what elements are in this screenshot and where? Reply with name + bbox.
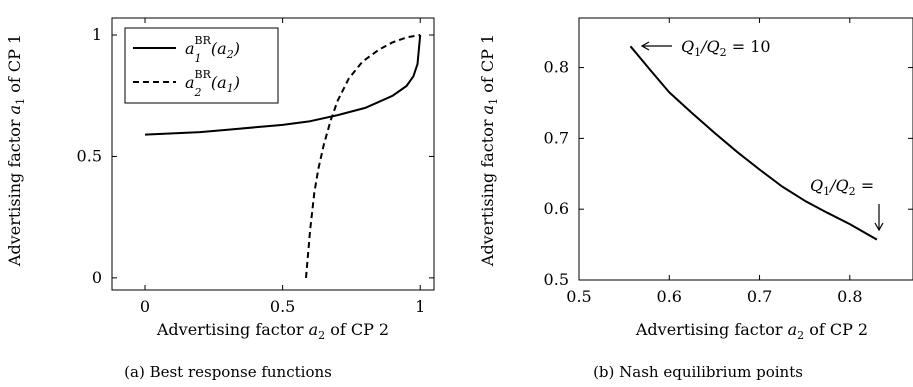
y-tick-label: 0: [92, 268, 102, 287]
y-tick-label: 0.5: [544, 270, 569, 289]
panel-nash-equilibrium: 0.5 0.6 0.7 0.8 0.5 0.6 0.7 0.8 Q1/Q2 = 10 Q1/Q…: [478, 17, 913, 381]
arrow-head: [640, 41, 650, 51]
x-tick-label: 0: [140, 297, 150, 316]
y-axis-label-b: Advertising factor a1 of CP 1: [478, 34, 500, 267]
x-tick-label: 0.5: [566, 287, 591, 306]
x-axis-label-a: Advertising factor a2 of CP 2: [156, 320, 389, 342]
caption-b: (b) Nash equilibrium points: [593, 363, 803, 381]
y-tick-label: 1: [92, 25, 102, 44]
y-tick-label: 0.7: [544, 128, 569, 147]
caption-a: (a) Best response functions: [124, 363, 332, 381]
series-line-dashed: [305, 34, 421, 278]
x-tick-label: 0.7: [747, 287, 772, 306]
arrow-head: [874, 222, 884, 232]
annotation-ratio-10: Q1/Q2 = 10: [681, 37, 771, 59]
legend-a: a1BR(a2) a2BR(a1): [124, 27, 279, 104]
x-tick-label: 0.8: [837, 287, 862, 306]
series-line: [144, 34, 422, 136]
y-tick-label: 0.5: [77, 146, 102, 165]
annotation-ratio-cut: Q1/Q2 =: [810, 176, 874, 198]
x-axis-label-b: Advertising factor a2 of CP 2: [635, 320, 868, 342]
legend-box: [124, 27, 279, 104]
y-tick-label: 0.6: [544, 199, 569, 218]
x-tick-label: 0.5: [270, 297, 295, 316]
y-axis-label-a: Advertising factor a1 of CP 1: [5, 34, 27, 267]
plot-frame-b: [578, 17, 913, 281]
annotation-top: Q1/Q2 = 10: [640, 37, 771, 59]
x-tick-label: 0.6: [657, 287, 682, 306]
panel-best-response: 0 0.5 1 0 0.5 1 a1BR(a2) a2BR(a1) Advertising…: [5, 17, 435, 381]
plot-frame-a: [111, 17, 435, 291]
series-line: [629, 45, 878, 241]
y-tick-label: 0.8: [544, 58, 569, 77]
x-tick-label: 1: [415, 297, 425, 316]
